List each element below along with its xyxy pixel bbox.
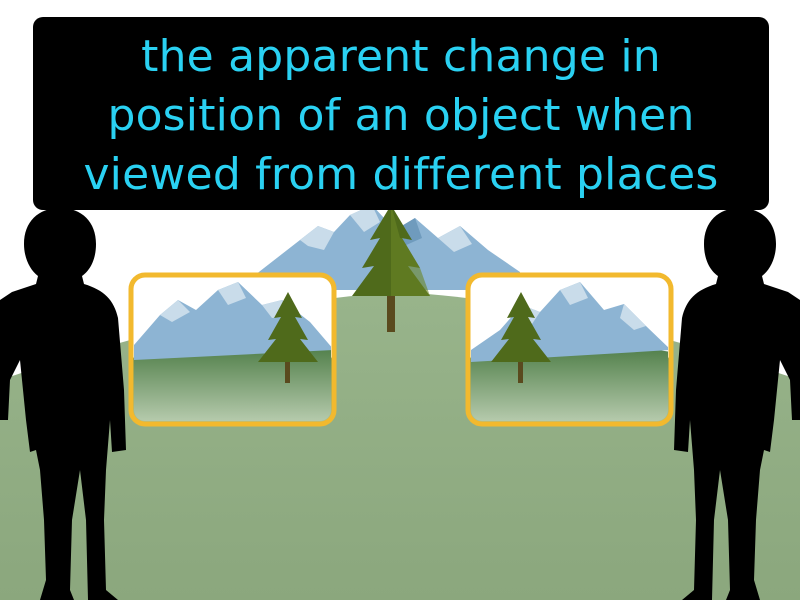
left-view-frame (128, 272, 337, 427)
person-silhouette-icon (674, 208, 800, 600)
person-silhouette-icon (0, 208, 126, 600)
pine-tree-icon (258, 292, 318, 383)
definition-line: viewed from different places (83, 149, 719, 200)
definition-line: position of an object when (107, 90, 695, 141)
definition-line: the apparent change in (141, 31, 661, 82)
pine-tree-icon (352, 205, 430, 332)
right-view-frame (465, 272, 674, 427)
definition-caption: the apparent change in position of an ob… (33, 17, 769, 210)
pine-tree-icon (491, 292, 551, 383)
